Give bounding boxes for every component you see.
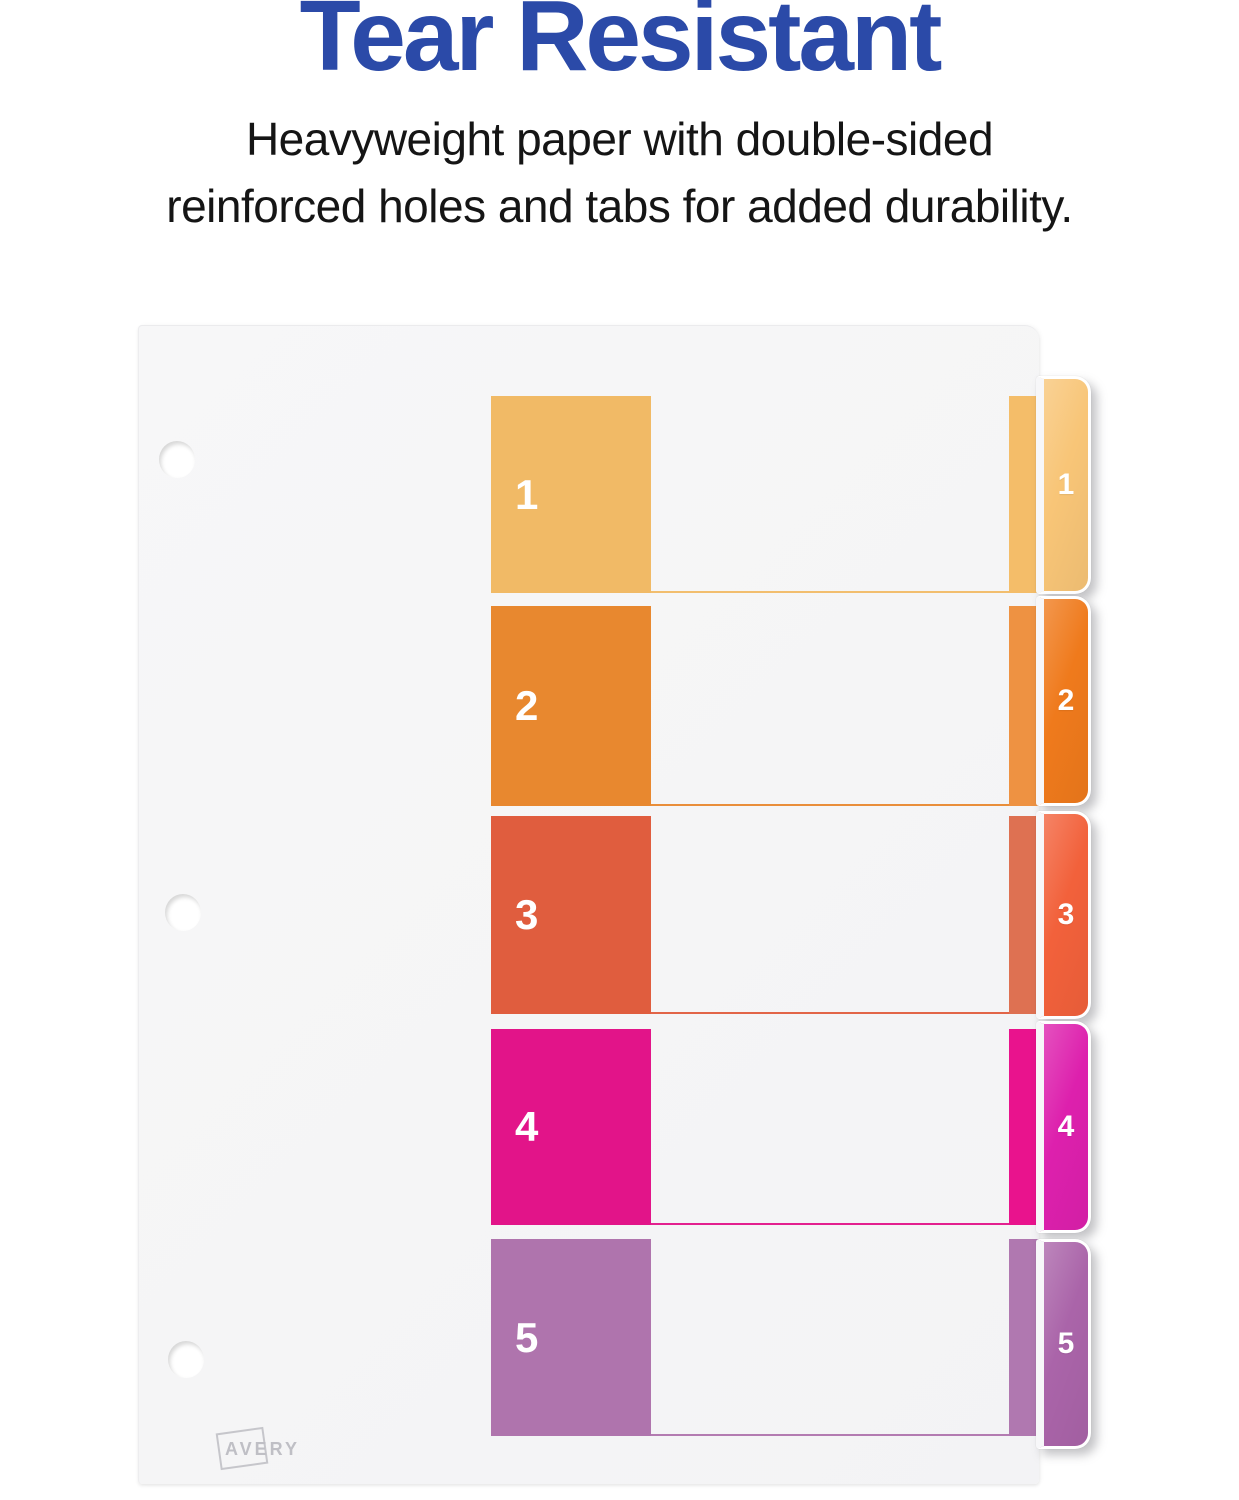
divider-section-5: 5 xyxy=(139,1239,1039,1436)
section-number: 4 xyxy=(515,1103,539,1150)
section-color-block: 1 xyxy=(491,396,651,593)
divider-section-4: 4 xyxy=(139,1029,1039,1225)
subtitle: Heavyweight paper with double-sided rein… xyxy=(0,106,1239,239)
divider-sheet: 1 2 3 4 5 xyxy=(138,325,1091,1484)
section-number: 1 xyxy=(515,470,539,518)
avery-logo-text: AVERY xyxy=(225,1439,301,1459)
section-rule xyxy=(651,1012,1039,1014)
divider-section-2: 2 xyxy=(139,606,1039,806)
index-tab-3: 3 xyxy=(1036,811,1091,1019)
tab-number: 5 xyxy=(1057,1327,1075,1360)
subtitle-line-1: Heavyweight paper with double-sided xyxy=(245,113,994,165)
subtitle-line-2: reinforced holes and tabs for added dura… xyxy=(166,179,1073,232)
index-tab-5: 5 xyxy=(1036,1239,1091,1449)
punch-hole xyxy=(165,894,201,931)
divider-section-3: 3 xyxy=(139,816,1039,1014)
header: Tear Resistant Heavyweight paper with do… xyxy=(0,0,1239,239)
edge-strip xyxy=(1009,606,1039,806)
index-tab-4: 4 xyxy=(1036,1021,1091,1233)
section-number: 5 xyxy=(515,1313,539,1361)
section-color-block: 5 xyxy=(491,1239,651,1436)
section-number: 3 xyxy=(515,891,539,938)
section-rule xyxy=(651,804,1039,806)
tab-number: 2 xyxy=(1057,684,1075,717)
edge-strip xyxy=(1009,396,1039,593)
section-color-block: 3 xyxy=(491,816,651,1014)
section-rule xyxy=(651,591,1039,593)
divider-section-1: 1 xyxy=(139,396,1039,593)
section-color-block: 2 xyxy=(491,606,651,806)
index-tab-1: 1 xyxy=(1036,376,1091,594)
punch-hole xyxy=(168,1341,204,1378)
section-rule xyxy=(651,1434,1039,1436)
edge-strip xyxy=(1009,816,1039,1014)
punch-hole xyxy=(159,441,195,478)
section-rule xyxy=(651,1223,1039,1225)
index-tab-2: 2 xyxy=(1036,596,1091,806)
section-number: 2 xyxy=(515,682,539,729)
section-color-block: 4 xyxy=(491,1029,651,1225)
edge-strip xyxy=(1009,1239,1039,1436)
tab-number: 4 xyxy=(1057,1110,1075,1143)
tab-number: 1 xyxy=(1057,468,1075,501)
page-title: Tear Resistant xyxy=(299,0,943,92)
tab-number: 3 xyxy=(1057,898,1075,931)
edge-strip xyxy=(1009,1029,1039,1225)
avery-logo: AVERY xyxy=(215,1426,345,1479)
